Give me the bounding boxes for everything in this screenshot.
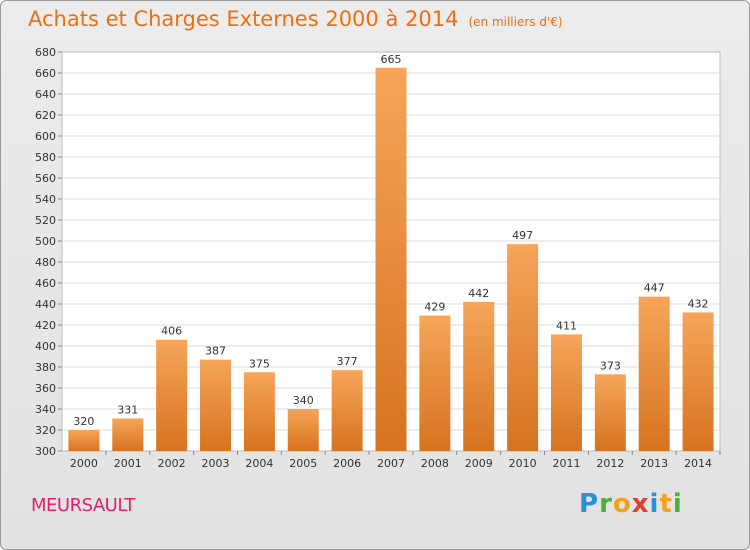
y-tick-label: 420 xyxy=(35,319,56,332)
y-tick-label: 620 xyxy=(35,109,56,122)
x-tick-label-2013: 2013 xyxy=(640,457,668,470)
data-label-2004: 375 xyxy=(249,357,270,370)
y-tick-label: 580 xyxy=(35,151,56,164)
y-tick-label: 400 xyxy=(35,340,56,353)
y-tick-label: 560 xyxy=(35,172,56,185)
x-tick-label-2014: 2014 xyxy=(684,457,712,470)
bar-2013 xyxy=(638,296,670,451)
bar-2004 xyxy=(243,372,275,451)
y-tick-label: 660 xyxy=(35,67,56,80)
bar-2008 xyxy=(419,315,451,451)
y-tick-label: 520 xyxy=(35,214,56,227)
x-tick-label-2002: 2002 xyxy=(158,457,186,470)
y-tick-label: 440 xyxy=(35,298,56,311)
y-tick-label: 640 xyxy=(35,88,56,101)
data-label-2002: 406 xyxy=(161,325,182,338)
bar-2011 xyxy=(550,334,582,451)
x-tick-label-2004: 2004 xyxy=(245,457,273,470)
y-tick-label: 480 xyxy=(35,256,56,269)
x-tick-label-2012: 2012 xyxy=(596,457,624,470)
bar-2001 xyxy=(112,418,144,451)
y-tick-label: 300 xyxy=(35,445,56,458)
x-tick-label-2008: 2008 xyxy=(421,457,449,470)
x-tick-label-2001: 2001 xyxy=(114,457,142,470)
data-label-2000: 320 xyxy=(73,415,94,428)
y-tick-label: 340 xyxy=(35,403,56,416)
y-tick-label: 540 xyxy=(35,193,56,206)
data-label-2014: 432 xyxy=(688,297,709,310)
place-name: MEURSAULT xyxy=(31,495,135,516)
bar-2012 xyxy=(594,374,626,451)
bar-2007 xyxy=(375,67,407,451)
bar-2014 xyxy=(682,312,714,451)
chart-title: Achats et Charges Externes 2000 à 2014 (e… xyxy=(28,7,563,31)
bar-2000 xyxy=(68,430,100,451)
y-tick-label: 360 xyxy=(35,382,56,395)
bar-2009 xyxy=(463,301,495,451)
x-tick-label-2000: 2000 xyxy=(70,457,98,470)
data-label-2001: 331 xyxy=(117,403,138,416)
x-tick-label-2009: 2009 xyxy=(465,457,493,470)
bar-2005 xyxy=(287,409,319,451)
y-tick-label: 460 xyxy=(35,277,56,290)
chart-title-text: Achats et Charges Externes 2000 à 2014 xyxy=(28,7,459,31)
data-label-2011: 411 xyxy=(556,319,577,332)
x-tick-label-2006: 2006 xyxy=(333,457,361,470)
data-label-2007: 665 xyxy=(381,53,402,66)
data-label-2005: 340 xyxy=(293,394,314,407)
bar-2003 xyxy=(200,359,232,451)
data-label-2010: 497 xyxy=(512,229,533,242)
data-label-2009: 442 xyxy=(468,287,489,300)
y-tick-label: 500 xyxy=(35,235,56,248)
data-label-2008: 429 xyxy=(424,301,445,314)
bar-2010 xyxy=(507,244,539,451)
chart-unit: (en milliers d'€) xyxy=(468,15,563,29)
bar-2006 xyxy=(331,370,363,451)
y-tick-label: 600 xyxy=(35,130,56,143)
x-tick-label-2011: 2011 xyxy=(552,457,580,470)
x-tick-label-2007: 2007 xyxy=(377,457,405,470)
data-label-2003: 387 xyxy=(205,345,226,358)
data-label-2006: 377 xyxy=(337,355,358,368)
y-tick-label: 680 xyxy=(35,46,56,59)
y-tick-label: 320 xyxy=(35,424,56,437)
x-tick-label-2003: 2003 xyxy=(202,457,230,470)
bar-2002 xyxy=(156,339,188,451)
x-tick-label-2010: 2010 xyxy=(509,457,537,470)
proxiti-logo: Proxiti xyxy=(579,489,683,519)
data-label-2012: 373 xyxy=(600,359,621,372)
y-tick-label: 380 xyxy=(35,361,56,374)
x-tick-label-2005: 2005 xyxy=(289,457,317,470)
data-label-2013: 447 xyxy=(644,282,665,295)
